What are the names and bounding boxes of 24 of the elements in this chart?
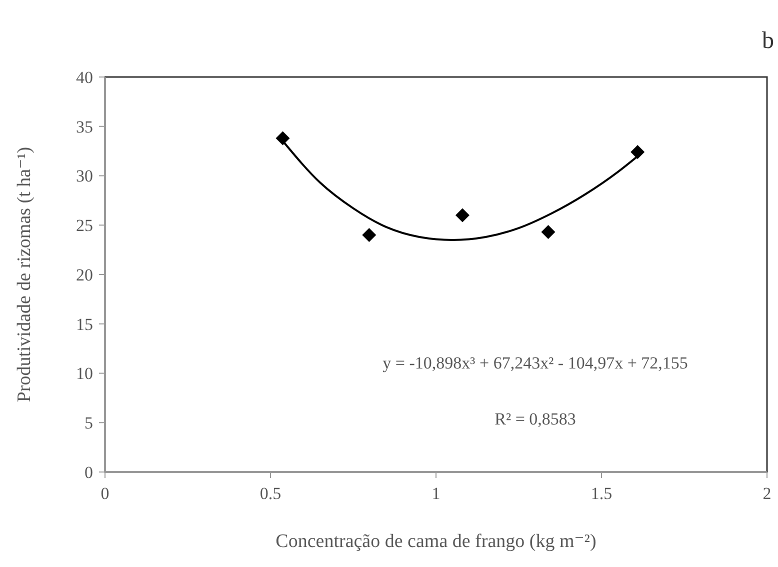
x-tick-label: 1	[432, 484, 440, 503]
y-tick-label: 0	[84, 462, 93, 482]
point	[541, 225, 556, 240]
chart-title: b	[762, 28, 774, 54]
x-axis-title: Concentração de cama de frango (kg m⁻²)	[276, 531, 596, 552]
point	[276, 131, 290, 146]
y-tick-label: 5	[84, 414, 93, 433]
x-tick-label: 0.5	[260, 484, 282, 503]
x-tick-label: 0	[100, 484, 110, 503]
y-tick-label: 15	[76, 314, 93, 334]
y-tick-label: 20	[76, 265, 93, 284]
x-tick-label: 1.5	[590, 484, 612, 503]
point	[455, 208, 470, 222]
y-tick-label: 35	[76, 117, 93, 136]
y-tick-label: 25	[76, 216, 93, 236]
point	[362, 228, 376, 242]
y-tick-label: 30	[76, 166, 93, 186]
y-tick-label: 10	[76, 364, 93, 384]
annotation: R² = 0,8583	[494, 409, 576, 428]
point	[630, 145, 645, 160]
y-tick-label: 40	[76, 68, 93, 87]
annotation: y = -10,898x³ + 67,243x² - 104,97x + 72,155	[382, 353, 688, 372]
x-tick-label: 2	[762, 484, 772, 503]
y-axis-title: Produtividade de rizomas (t ha⁻¹)	[14, 146, 35, 402]
